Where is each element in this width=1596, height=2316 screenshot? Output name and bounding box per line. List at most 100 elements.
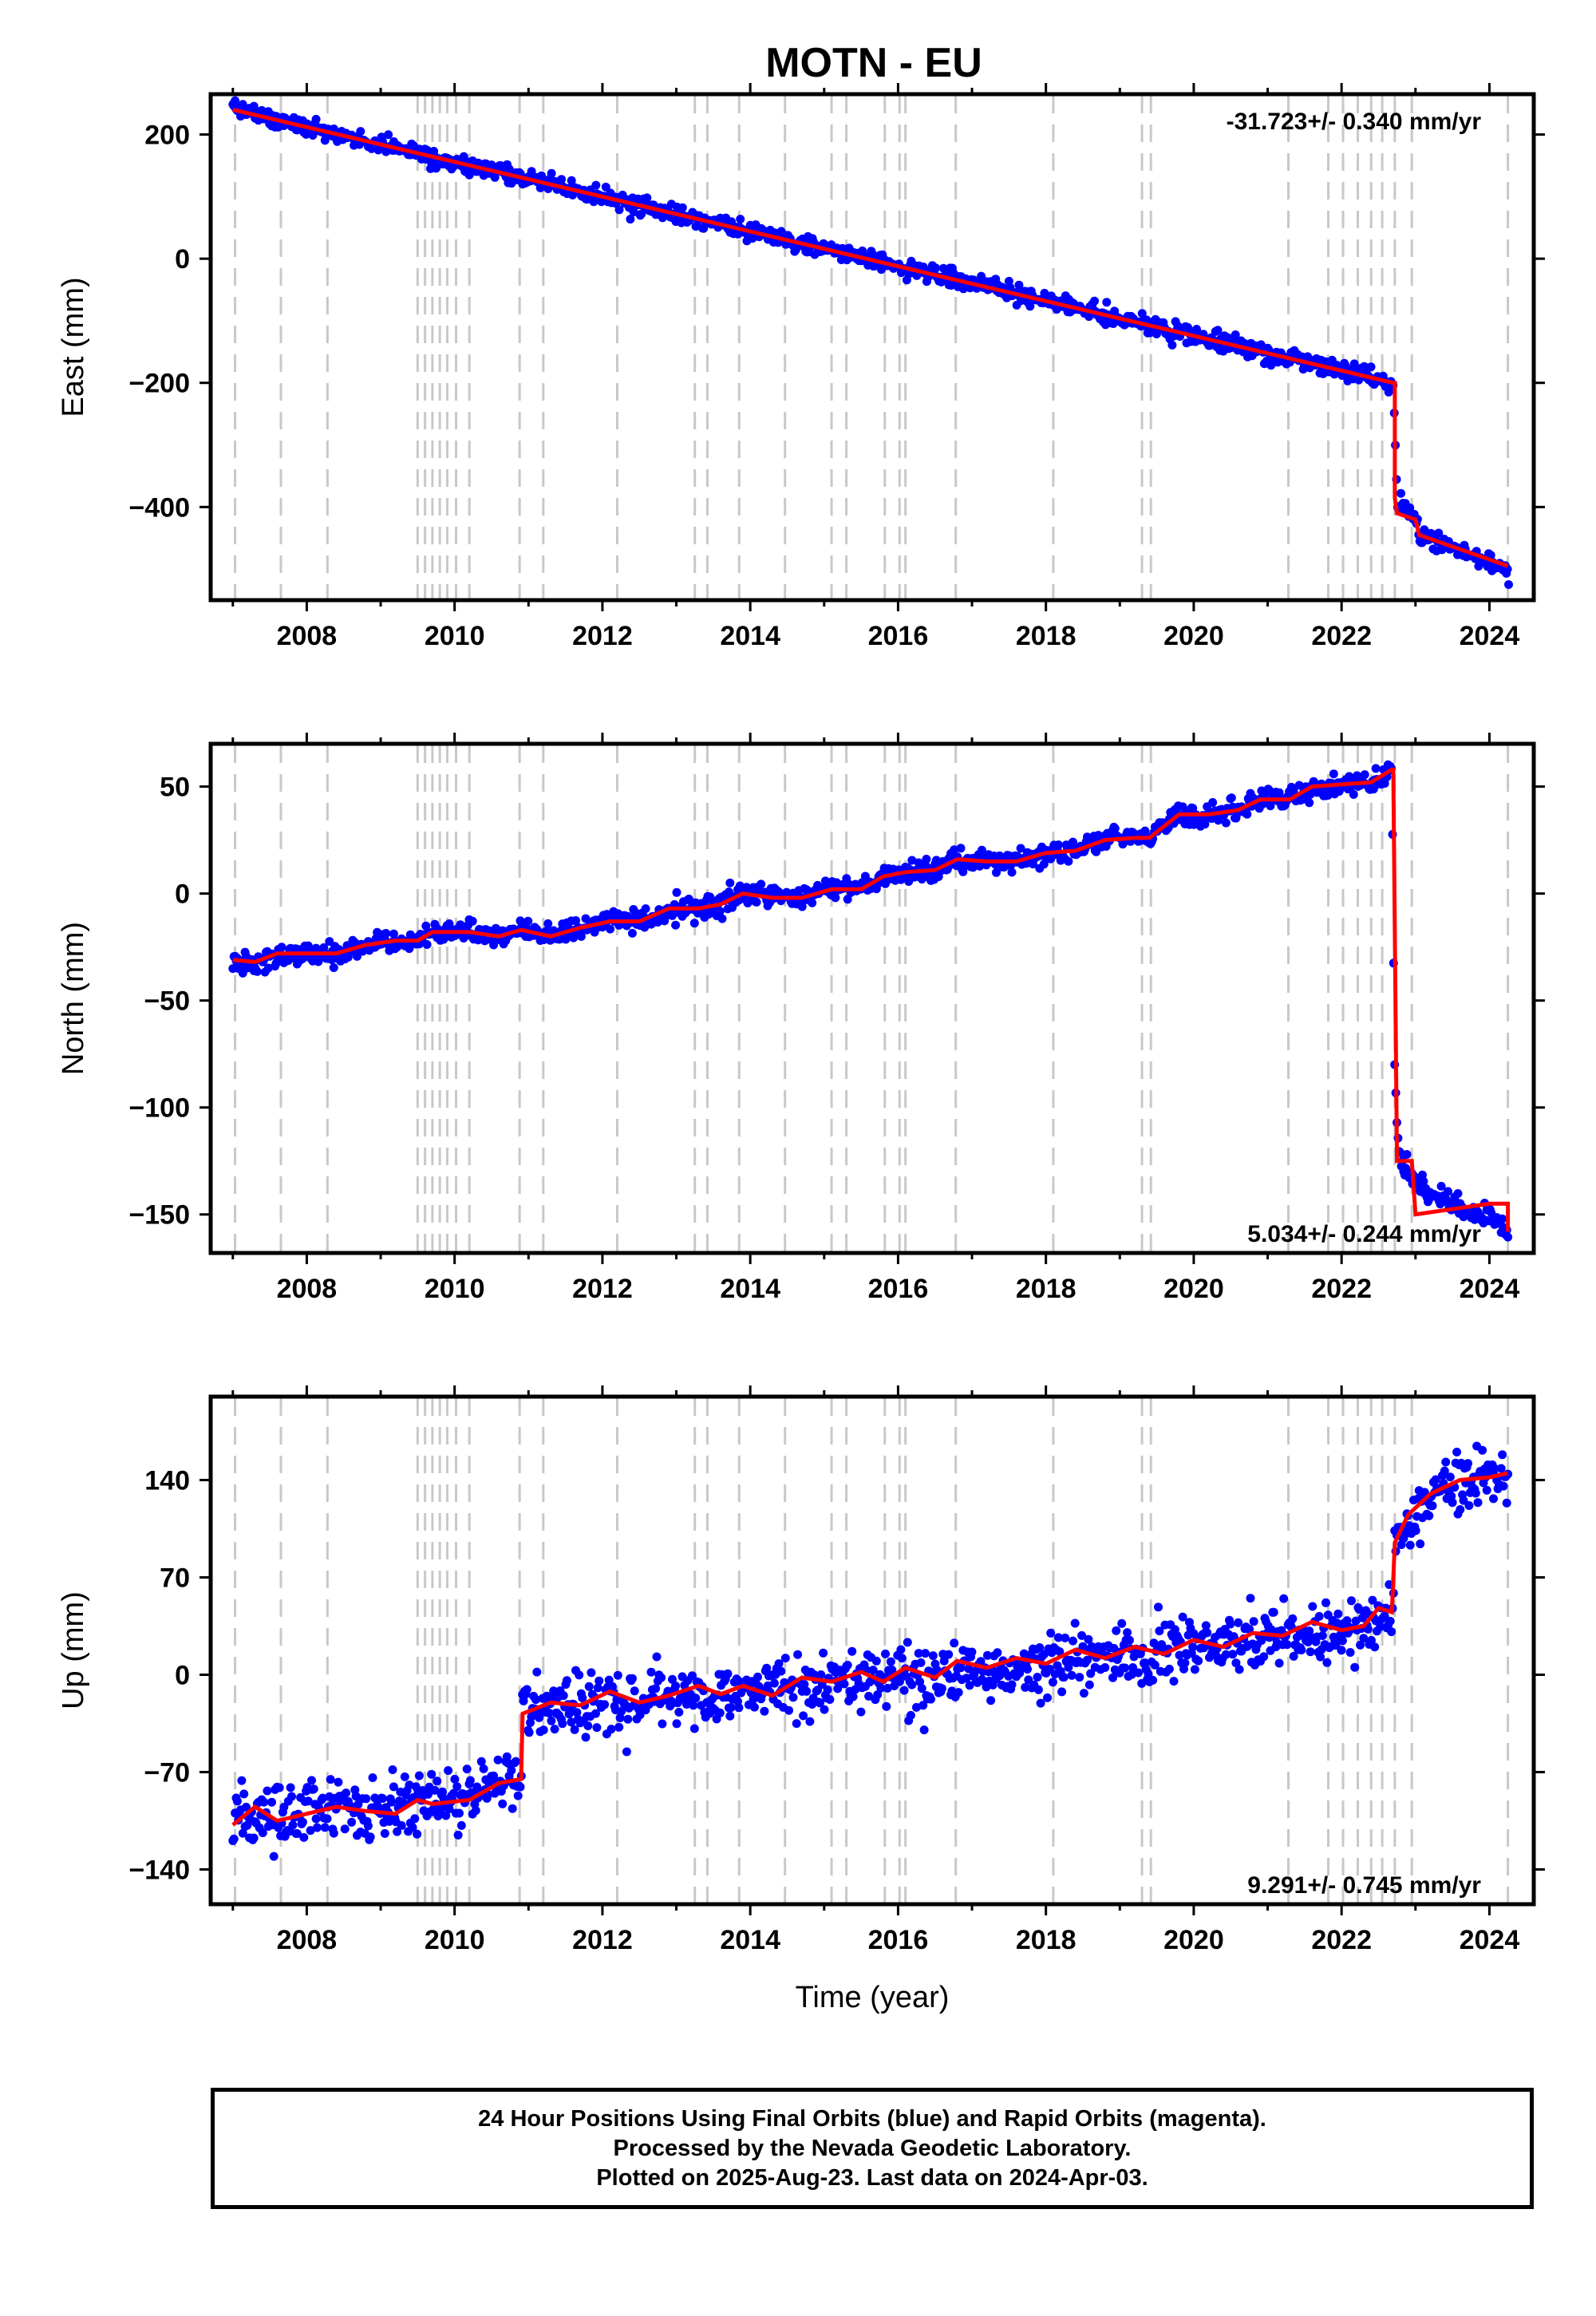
y-tick-label: 0 xyxy=(175,1660,190,1690)
data-point xyxy=(1424,1511,1434,1520)
tick-marks xyxy=(200,1385,1545,1915)
data-point xyxy=(269,1852,279,1861)
data-point xyxy=(559,1691,568,1701)
data-point xyxy=(1490,1464,1499,1473)
data-point xyxy=(557,175,567,184)
data-point xyxy=(1019,1649,1029,1658)
data-point xyxy=(1214,816,1223,825)
data-point xyxy=(347,1817,357,1827)
data-point xyxy=(547,1716,556,1725)
data-point xyxy=(848,1692,858,1701)
data-point xyxy=(413,1829,422,1839)
data-point xyxy=(1329,769,1338,779)
data-point xyxy=(1075,1673,1084,1682)
data-point xyxy=(1188,1642,1198,1652)
data-point xyxy=(1100,1663,1110,1672)
data-point xyxy=(393,1827,402,1836)
data-point xyxy=(937,1684,946,1694)
data-point xyxy=(1048,1678,1057,1687)
plot-frame xyxy=(208,741,1536,1255)
data-point xyxy=(1069,837,1077,847)
data-point xyxy=(238,1828,247,1838)
event-lines xyxy=(234,96,1510,599)
data-point xyxy=(1110,824,1120,833)
plot-frame xyxy=(208,1394,1536,1907)
data-point xyxy=(1208,798,1218,807)
data-point xyxy=(918,1701,928,1710)
y-tick-label: −200 xyxy=(128,369,190,399)
data-point xyxy=(1308,1602,1317,1611)
data-point xyxy=(1385,1616,1395,1626)
data-point xyxy=(527,1712,536,1721)
data-point xyxy=(550,1725,559,1734)
data-point xyxy=(622,1747,631,1757)
data-point xyxy=(252,966,262,976)
data-point xyxy=(516,1782,525,1792)
data-point xyxy=(1043,1693,1052,1702)
data-point xyxy=(239,1789,249,1799)
data-point xyxy=(658,1719,667,1729)
data-point xyxy=(232,1796,242,1806)
data-point xyxy=(1274,1658,1284,1668)
data-point xyxy=(587,1668,596,1678)
data-point xyxy=(907,856,917,865)
x-tick-label: 2020 xyxy=(1163,621,1224,651)
y-tick-labels: 50 0 −50 −100 −150 xyxy=(128,773,190,1231)
data-points xyxy=(228,1441,1513,1861)
x-tick-label: 2024 xyxy=(1460,1925,1520,1955)
data-point xyxy=(871,1656,881,1666)
data-point xyxy=(414,1771,424,1780)
x-tick-label: 2020 xyxy=(1163,1274,1224,1304)
data-point xyxy=(1036,1698,1045,1708)
data-point xyxy=(1077,1630,1087,1640)
data-point xyxy=(672,887,681,897)
data-point xyxy=(471,1806,480,1816)
x-tick-label: 2010 xyxy=(425,1274,485,1304)
data-point xyxy=(1234,1618,1243,1627)
data-point xyxy=(1079,1689,1088,1698)
data-point xyxy=(397,1820,406,1830)
data-point xyxy=(583,1721,593,1730)
data-point xyxy=(1503,1232,1513,1242)
data-point xyxy=(1053,840,1063,850)
x-tick-label: 2014 xyxy=(720,1274,780,1304)
data-point xyxy=(1242,809,1252,819)
data-point xyxy=(1288,1614,1298,1623)
data-point xyxy=(567,1717,576,1727)
data-point xyxy=(876,1683,886,1693)
data-point xyxy=(1190,1665,1199,1674)
data-point xyxy=(311,1814,321,1824)
data-point xyxy=(571,916,580,925)
data-point xyxy=(329,963,338,972)
data-point xyxy=(843,895,852,904)
data-point xyxy=(259,1797,269,1807)
data-point xyxy=(591,1709,600,1718)
data-point xyxy=(1464,1501,1474,1510)
data-point xyxy=(452,1782,462,1792)
data-point xyxy=(623,1714,633,1724)
data-point xyxy=(356,127,365,136)
data-point xyxy=(886,1657,895,1666)
data-point xyxy=(808,898,817,907)
data-point xyxy=(1059,1673,1069,1682)
data-point xyxy=(671,920,681,930)
data-point xyxy=(479,1764,488,1773)
data-point xyxy=(1102,298,1112,307)
data-point xyxy=(292,1829,302,1838)
data-point xyxy=(1459,1496,1468,1505)
north-panel: 2008 2010 2012 2014 2016 2018 2020 2022 2024 50 0… xyxy=(57,733,1545,1304)
data-point xyxy=(468,916,477,926)
data-point xyxy=(689,919,699,928)
data-point xyxy=(1314,1611,1324,1621)
data-point xyxy=(915,1677,925,1686)
data-point xyxy=(1405,503,1415,512)
data-point xyxy=(444,919,454,928)
data-point xyxy=(986,1696,996,1705)
data-point xyxy=(965,1681,974,1690)
data-point xyxy=(956,1663,966,1673)
data-point xyxy=(1203,1628,1212,1638)
data-point xyxy=(788,1693,798,1702)
data-point xyxy=(769,1678,779,1688)
data-point xyxy=(1342,1616,1352,1626)
data-point xyxy=(1452,1448,1462,1456)
